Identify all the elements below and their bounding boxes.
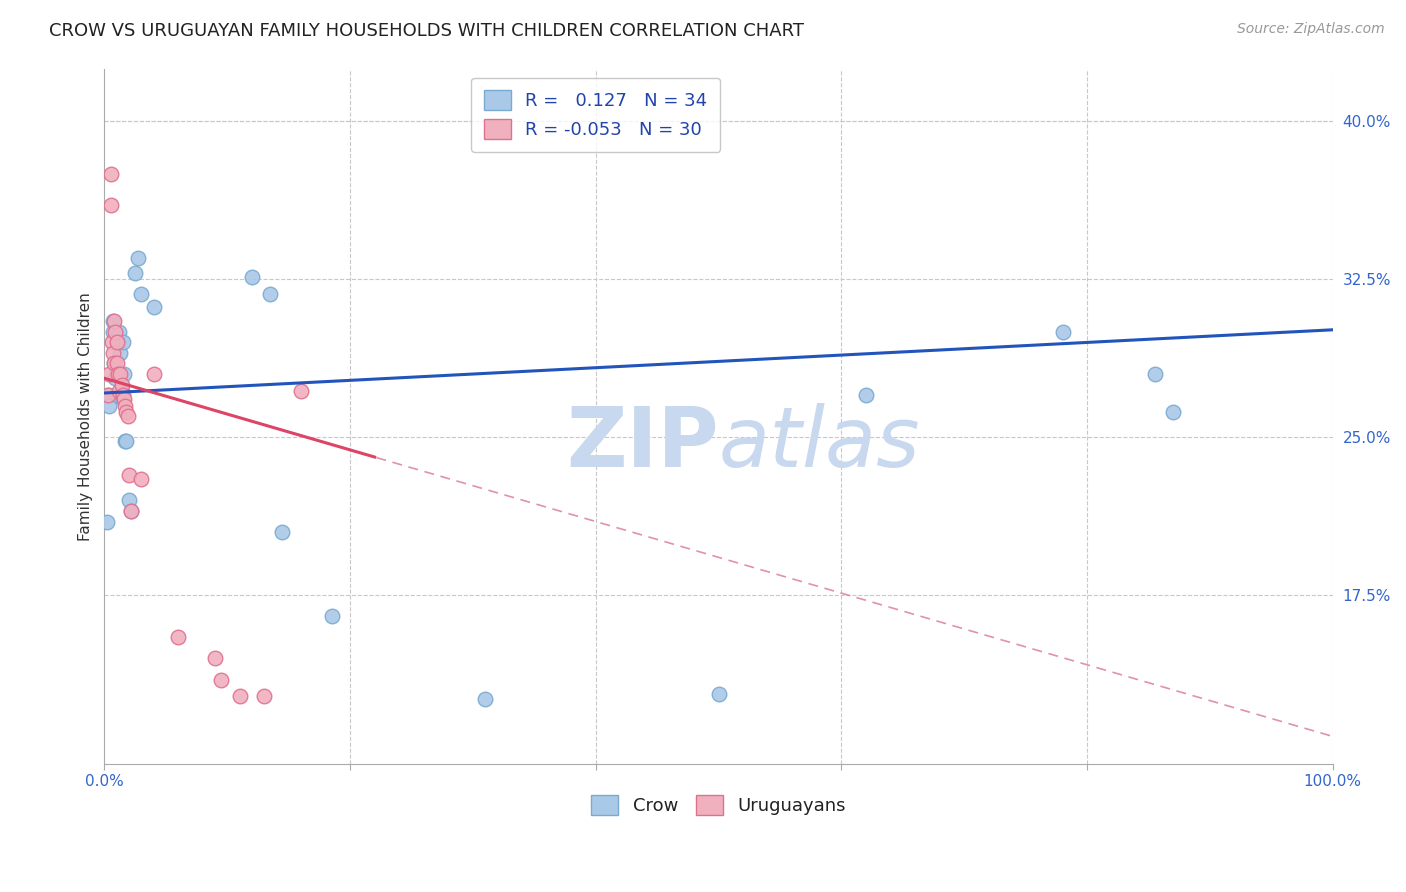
- Point: [129, 287, 152, 301]
- Point: [97, 388, 120, 402]
- Point: [321, 609, 343, 624]
- Point: [118, 468, 141, 483]
- Y-axis label: Family Households with Children: Family Households with Children: [79, 292, 93, 541]
- Point: [142, 367, 165, 381]
- Point: [103, 357, 125, 371]
- Point: [118, 493, 141, 508]
- Point: [110, 346, 132, 360]
- Point: [112, 392, 135, 407]
- Point: [101, 346, 124, 360]
- Point: [167, 631, 190, 645]
- Point: [103, 357, 125, 371]
- Point: [101, 314, 124, 328]
- Point: [204, 651, 226, 665]
- Point: [110, 384, 132, 398]
- Point: [108, 384, 131, 398]
- Text: Source: ZipAtlas.com: Source: ZipAtlas.com: [1237, 22, 1385, 37]
- Point: [103, 314, 125, 328]
- Point: [104, 371, 127, 385]
- Point: [105, 388, 128, 402]
- Point: [1052, 325, 1074, 339]
- Point: [105, 335, 128, 350]
- Point: [105, 357, 128, 371]
- Point: [108, 325, 131, 339]
- Point: [124, 266, 146, 280]
- Text: ZIP: ZIP: [567, 403, 718, 484]
- Point: [1143, 367, 1166, 381]
- Point: [100, 167, 122, 181]
- Text: CROW VS URUGUAYAN FAMILY HOUSEHOLDS WITH CHILDREN CORRELATION CHART: CROW VS URUGUAYAN FAMILY HOUSEHOLDS WITH…: [49, 22, 804, 40]
- Point: [240, 270, 263, 285]
- Point: [115, 405, 138, 419]
- Point: [98, 399, 121, 413]
- Text: atlas: atlas: [718, 403, 920, 484]
- Point: [114, 399, 136, 413]
- Point: [127, 251, 149, 265]
- Point: [110, 377, 132, 392]
- Point: [209, 673, 232, 687]
- Point: [112, 367, 135, 381]
- Point: [271, 524, 294, 539]
- Point: [100, 335, 122, 350]
- Point: [97, 388, 120, 402]
- Point: [707, 687, 730, 701]
- Point: [107, 367, 129, 381]
- Legend: Crow, Uruguayans: Crow, Uruguayans: [582, 787, 855, 824]
- Point: [117, 409, 139, 424]
- Point: [104, 325, 127, 339]
- Point: [111, 335, 134, 350]
- Point: [129, 472, 152, 486]
- Point: [120, 504, 142, 518]
- Point: [114, 434, 136, 449]
- Point: [110, 367, 132, 381]
- Point: [228, 690, 250, 704]
- Point: [98, 367, 121, 381]
- Point: [111, 388, 134, 402]
- Point: [111, 392, 134, 407]
- Point: [142, 300, 165, 314]
- Point: [105, 367, 128, 381]
- Point: [101, 325, 124, 339]
- Point: [115, 434, 138, 449]
- Point: [1161, 405, 1184, 419]
- Point: [259, 287, 281, 301]
- Point: [253, 690, 276, 704]
- Point: [474, 691, 496, 706]
- Point: [107, 335, 129, 350]
- Point: [120, 504, 142, 518]
- Point: [855, 388, 877, 402]
- Point: [100, 198, 122, 212]
- Point: [290, 384, 312, 398]
- Point: [96, 515, 118, 529]
